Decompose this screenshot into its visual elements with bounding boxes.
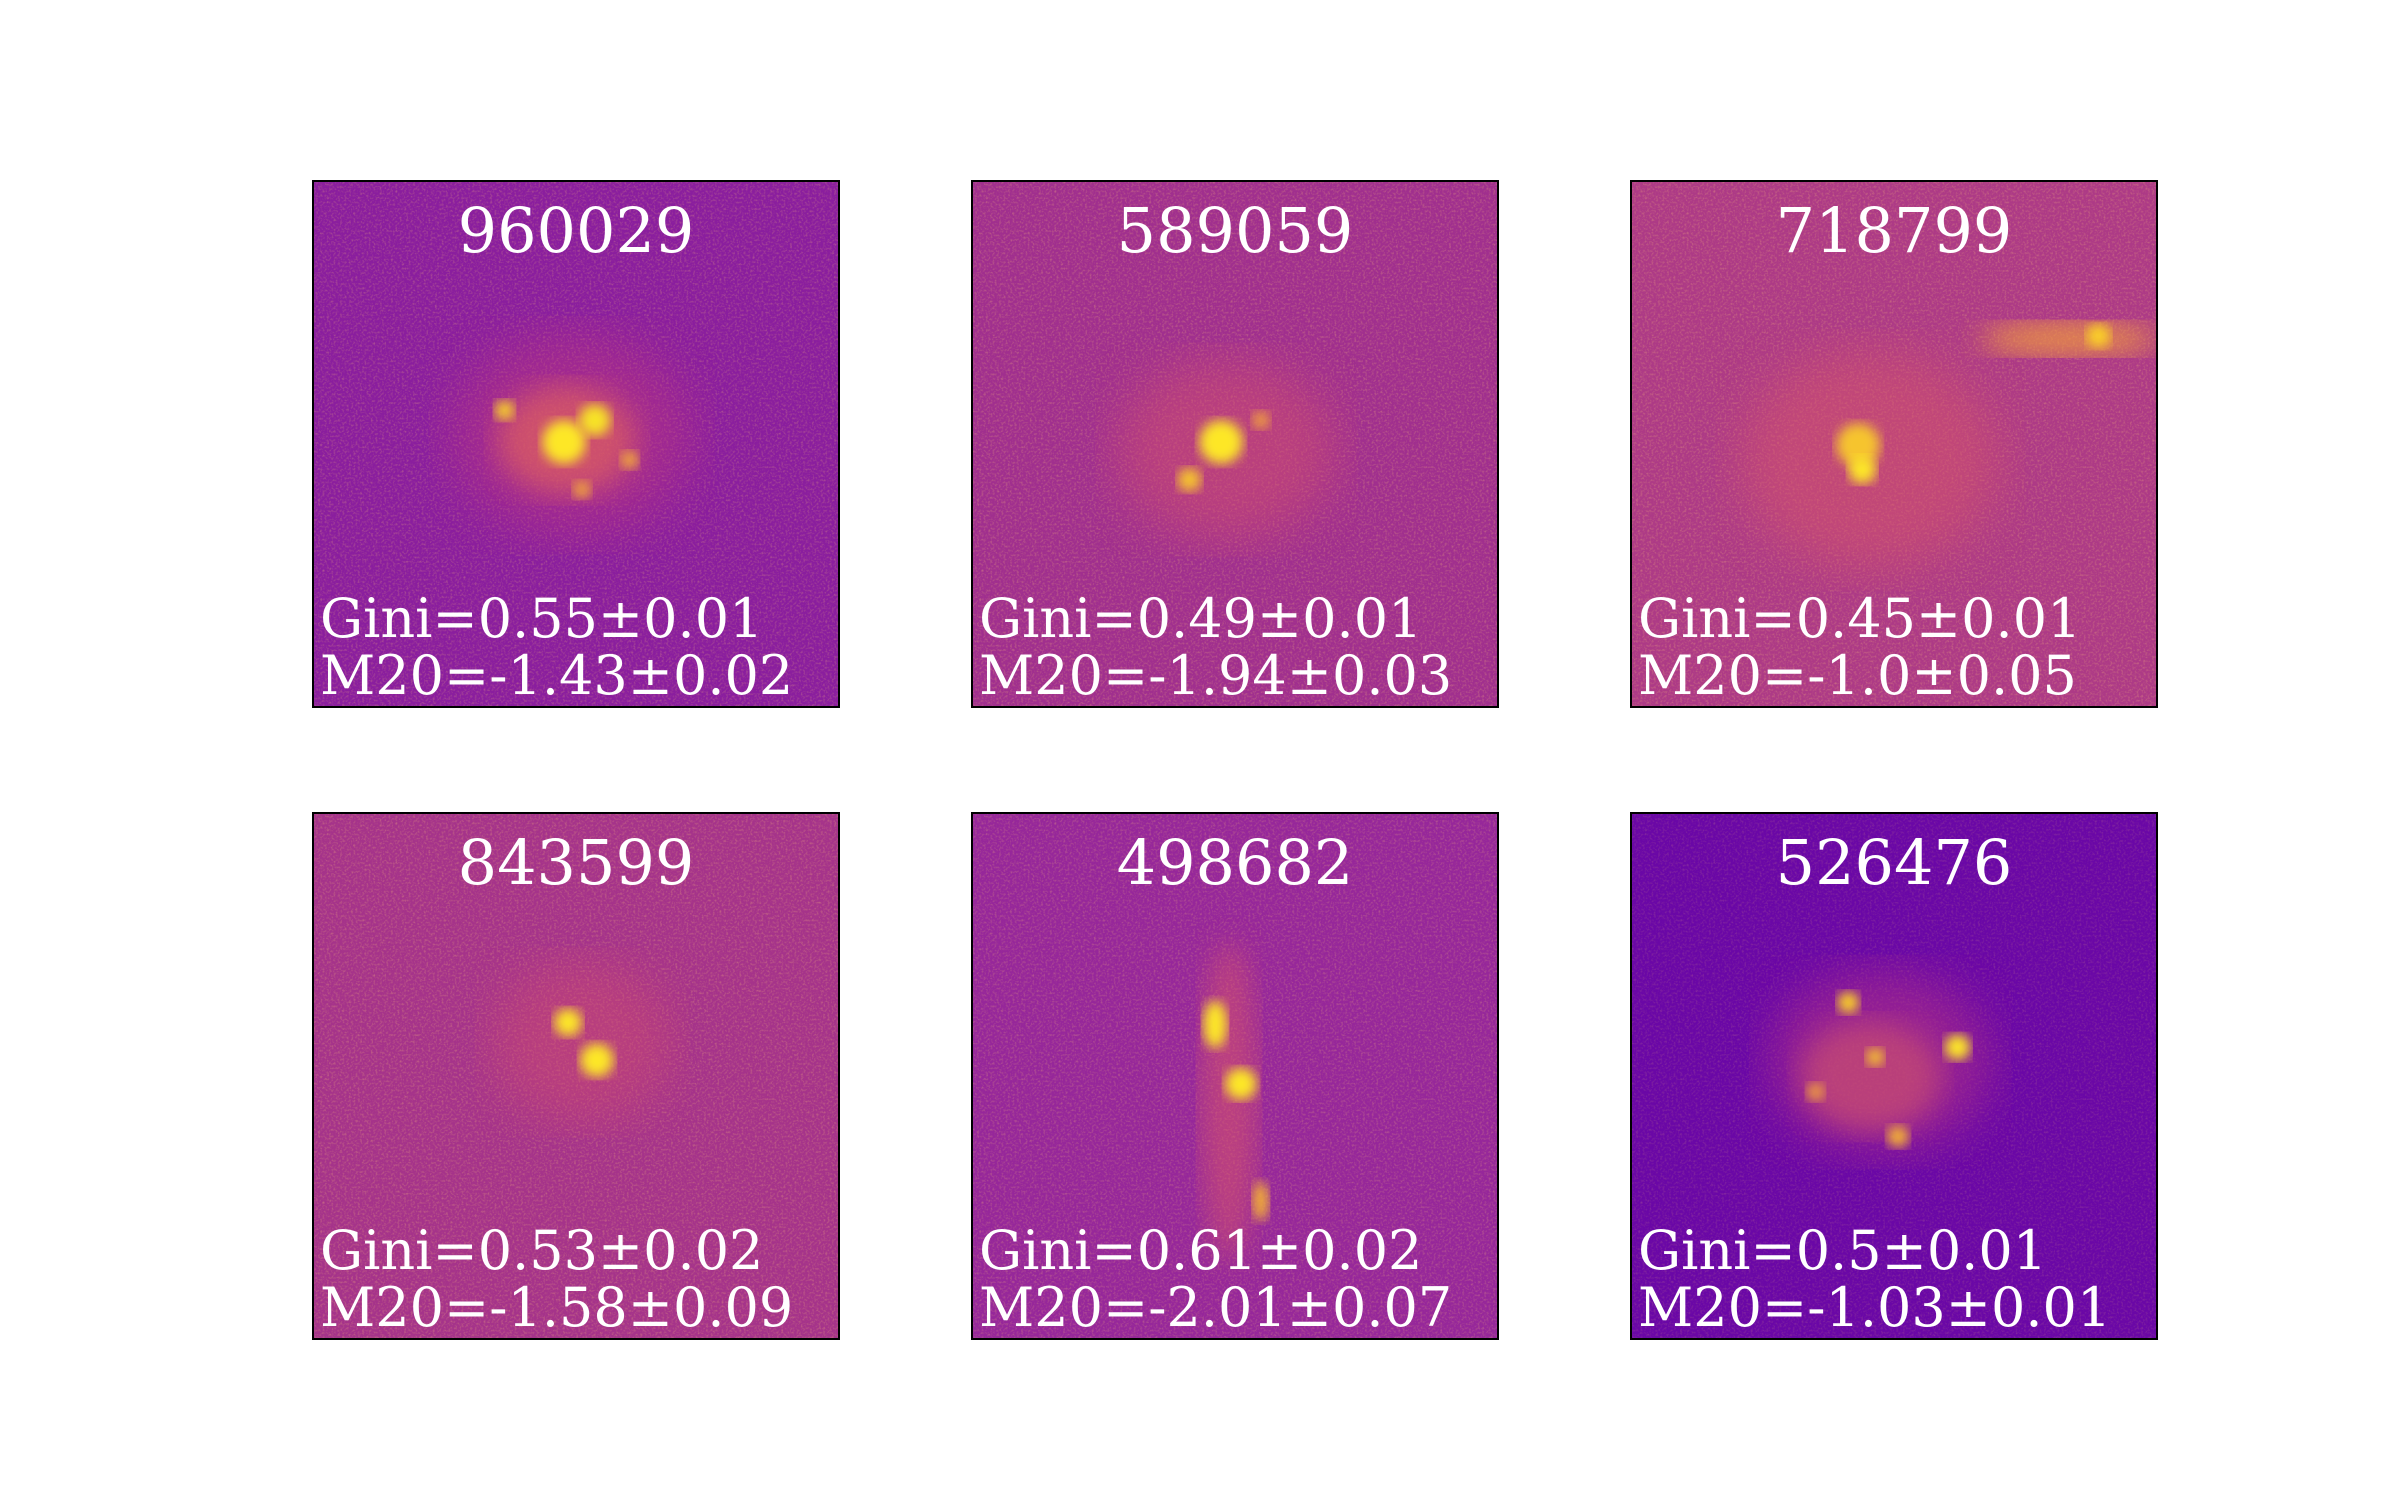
m20-value: M20=-1.03±0.01: [1638, 1276, 2112, 1339]
galaxy-panel-843599: 843599 Gini=0.53±0.02 M20=-1.58±0.09: [312, 812, 840, 1340]
galaxy-image-589059: [973, 182, 1497, 706]
morphology-stats: Gini=0.55±0.01 M20=-1.43±0.02: [320, 590, 793, 704]
gini-value: Gini=0.61±0.02: [979, 1219, 1423, 1282]
galaxy-panel-526476: 526476 Gini=0.5±0.01 M20=-1.03±0.01: [1630, 812, 2158, 1340]
gini-value: Gini=0.55±0.01: [320, 587, 764, 650]
object-id: 718799: [1775, 194, 2013, 267]
gini-value: Gini=0.53±0.02: [320, 1219, 764, 1282]
galaxy-panel-498682: 498682 Gini=0.61±0.02 M20=-2.01±0.07: [971, 812, 1499, 1340]
galaxy-panel-589059: 589059 Gini=0.49±0.01 M20=-1.94±0.03: [971, 180, 1499, 708]
object-id: 526476: [1775, 826, 2013, 899]
galaxy-panel-718799: 718799 Gini=0.45±0.01 M20=-1.0±0.05: [1630, 180, 2158, 708]
galaxy-image-498682: [973, 814, 1497, 1338]
gini-value: Gini=0.45±0.01: [1638, 587, 2082, 650]
morphology-stats: Gini=0.61±0.02 M20=-2.01±0.07: [979, 1222, 1452, 1336]
morphology-stats: Gini=0.49±0.01 M20=-1.94±0.03: [979, 590, 1452, 704]
gini-value: Gini=0.5±0.01: [1638, 1219, 2048, 1282]
galaxy-image-526476: [1632, 814, 2156, 1338]
m20-value: M20=-1.58±0.09: [320, 1276, 794, 1339]
m20-value: M20=-1.94±0.03: [979, 644, 1453, 707]
object-id: 960029: [457, 194, 695, 267]
morphology-stats: Gini=0.53±0.02 M20=-1.58±0.09: [320, 1222, 793, 1336]
object-id: 498682: [1116, 826, 1354, 899]
galaxy-image-843599: [314, 814, 838, 1338]
m20-value: M20=-1.0±0.05: [1638, 644, 2077, 707]
morphology-stats: Gini=0.5±0.01 M20=-1.03±0.01: [1638, 1222, 2111, 1336]
galaxy-image-718799: [1632, 182, 2156, 706]
object-id: 843599: [457, 826, 695, 899]
gini-value: Gini=0.49±0.01: [979, 587, 1423, 650]
galaxy-image-960029: [314, 182, 838, 706]
object-id: 589059: [1116, 194, 1354, 267]
morphology-stats: Gini=0.45±0.01 M20=-1.0±0.05: [1638, 590, 2081, 704]
m20-value: M20=-1.43±0.02: [320, 644, 794, 707]
m20-value: M20=-2.01±0.07: [979, 1276, 1453, 1339]
galaxy-panel-960029: 960029 Gini=0.55±0.01 M20=-1.43±0.02: [312, 180, 840, 708]
